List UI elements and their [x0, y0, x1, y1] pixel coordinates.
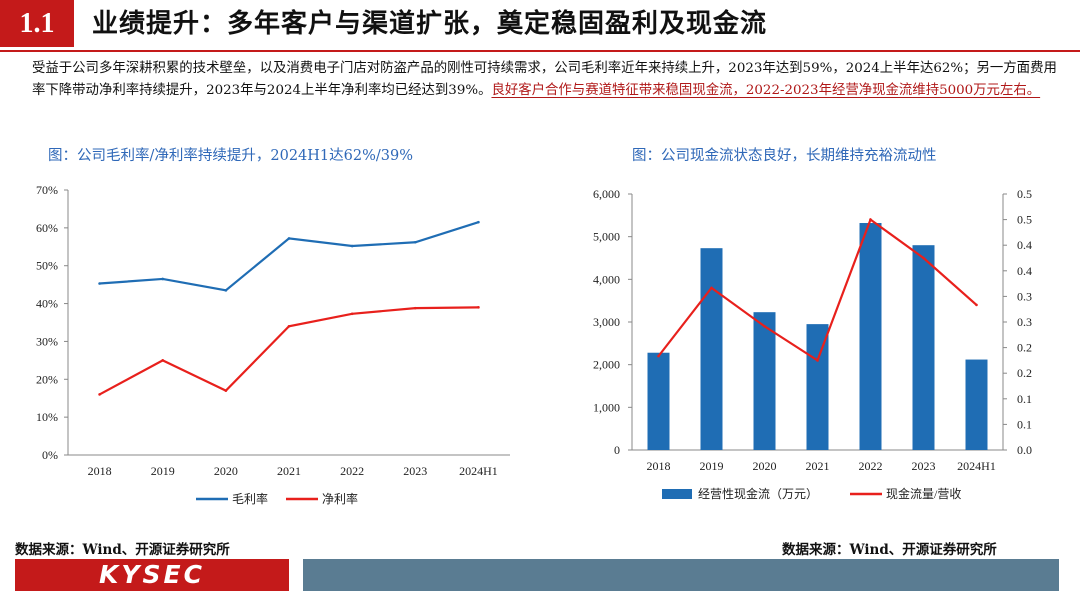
- y-tick-label: 10%: [36, 410, 58, 424]
- y-left-tick-label: 5,000: [593, 230, 620, 244]
- x-tick-label: 2022: [340, 464, 364, 478]
- y-tick-label: 0%: [42, 448, 58, 462]
- data-point: [224, 289, 228, 292]
- brand-logo: KYSEC: [15, 559, 289, 591]
- y-left-tick-label: 6,000: [593, 187, 620, 201]
- cashflow-bar: [753, 312, 776, 450]
- data-point: [287, 237, 291, 240]
- x-tick-label: 2024H1: [459, 464, 498, 478]
- y-tick-label: 30%: [36, 334, 58, 348]
- y-right-tick-label: 0.5: [1017, 213, 1032, 227]
- legend-label: 毛利率: [232, 491, 268, 506]
- x-tick-label: 2020: [214, 464, 238, 478]
- cashflow-combo-chart: 0 1,000 2,000 3,000 4,000 5,000 6,000 0.0 0.1 0.1…: [593, 187, 1032, 501]
- page-title: 业绩提升：多年客户与渠道扩张，奠定稳固盈利及现金流: [92, 9, 768, 39]
- y-left-tick-label: 0: [614, 443, 620, 457]
- y-tick-label: 60%: [36, 221, 58, 235]
- cashflow-bar: [700, 248, 723, 450]
- data-point: [413, 306, 417, 310]
- y-right-tick-label: 0.0: [1017, 443, 1032, 457]
- y-tick-label: 40%: [36, 297, 58, 311]
- y-right-tick-label: 0.4: [1017, 264, 1032, 278]
- data-point: [287, 324, 291, 328]
- x-tick-label: 2019: [151, 464, 175, 478]
- source-note-right: 数据来源：Wind、开源证券研究所: [782, 542, 997, 558]
- data-point: [763, 324, 766, 328]
- y-right-tick-label: 0.4: [1017, 238, 1032, 252]
- data-point: [477, 306, 480, 309]
- cashflow-bar: [965, 359, 988, 450]
- series-line-gross-margin: [99, 221, 479, 292]
- x-tick-label: 2021: [277, 464, 301, 478]
- y-tick-label: 20%: [36, 372, 58, 386]
- x-tick-label: 2018: [647, 459, 671, 473]
- data-point: [657, 354, 660, 358]
- x-tick-label: 2018: [88, 464, 112, 478]
- legend-label: 现金流量/营收: [886, 486, 961, 501]
- y-right-tick-label: 0.1: [1017, 392, 1032, 406]
- data-point: [869, 218, 872, 221]
- footer-bar: [303, 559, 1059, 591]
- x-tick-label: 2021: [806, 459, 830, 473]
- y-left-tick-label: 4,000: [593, 272, 620, 286]
- data-point: [710, 286, 713, 290]
- logo-text: KYSEC: [99, 560, 205, 589]
- data-point: [413, 240, 417, 244]
- data-point: [816, 359, 819, 362]
- cashflow-bar: [859, 223, 882, 450]
- legend-label: 净利率: [322, 491, 358, 506]
- y-tick-label: 50%: [36, 259, 58, 273]
- y-right-tick-label: 0.3: [1017, 315, 1032, 329]
- y-right-tick-label: 0.5: [1017, 187, 1032, 201]
- x-tick-label: 2023: [403, 464, 427, 478]
- x-tick-label: 2022: [859, 459, 883, 473]
- data-point: [350, 244, 354, 248]
- data-point: [224, 389, 228, 392]
- cashflow-bar: [647, 352, 670, 450]
- y-right-tick-label: 0.2: [1017, 366, 1032, 380]
- y-right-tick-label: 0.2: [1017, 341, 1032, 355]
- data-point: [975, 303, 978, 307]
- legend-label: 经营性现金流（万元）: [698, 486, 818, 501]
- data-point: [98, 282, 101, 285]
- cashflow-bar: [912, 245, 935, 450]
- data-point: [161, 277, 165, 281]
- y-left-tick-label: 2,000: [593, 358, 620, 372]
- intro-paragraph: 受益于公司多年深耕积累的技术壁垒，以及消费电子门店对防盗产品的刚性可持续需求，公…: [32, 58, 1062, 102]
- x-tick-label: 2020: [753, 459, 777, 473]
- section-number: 1.1: [0, 0, 74, 47]
- data-point: [350, 312, 354, 316]
- margin-line-chart: 0% 10% 20% 30% 40% 50% 60% 70% 2018 2019 2020 2021 2…: [36, 183, 510, 506]
- series-line-net-margin: [99, 306, 479, 396]
- y-right-tick-label: 0.3: [1017, 289, 1032, 303]
- x-tick-label: 2019: [700, 459, 724, 473]
- y-tick-label: 70%: [36, 183, 58, 197]
- data-point: [98, 393, 101, 396]
- intro-highlight: 良好客户合作与赛道特征带来稳固现金流，2022-2023年经营净现金流维持500…: [491, 83, 1041, 98]
- x-tick-label: 2024H1: [957, 459, 996, 473]
- data-point: [161, 359, 165, 362]
- intro-text: 受益于公司多年深耕积累的技术壁垒，以及消费电子门店对防盗产品的刚性可持续需求，公…: [32, 61, 1057, 98]
- data-point: [477, 220, 480, 224]
- y-left-tick-label: 1,000: [593, 400, 620, 414]
- y-right-tick-label: 0.1: [1017, 417, 1032, 431]
- right-chart-caption: 图：公司现金流状态良好，长期维持充裕流动性: [632, 148, 937, 164]
- x-tick-label: 2023: [912, 459, 936, 473]
- y-left-tick-label: 3,000: [593, 315, 620, 329]
- source-note-left: 数据来源：Wind、开源证券研究所: [15, 542, 230, 558]
- header-divider: [0, 50, 1080, 52]
- data-point: [922, 256, 925, 260]
- legend-swatch-bar: [662, 489, 692, 499]
- left-chart-caption: 图：公司毛利率/净利率持续提升，2024H1达62%/39%: [48, 148, 413, 164]
